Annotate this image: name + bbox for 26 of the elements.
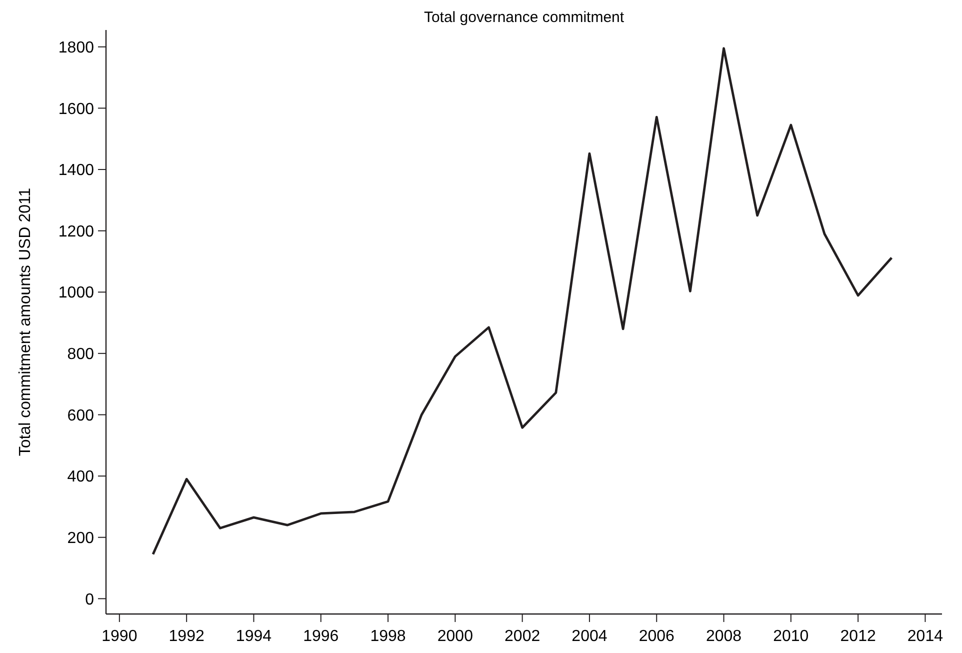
x-tick-label: 1990 (102, 628, 138, 645)
x-tick-label: 2000 (437, 628, 474, 645)
x-tick-label: 2004 (572, 628, 608, 645)
x-tick-label: 1998 (370, 628, 406, 645)
y-axis-title: Total commitment amounts USD 2011 (17, 188, 34, 456)
x-tick-label: 1992 (168, 628, 204, 645)
x-tick-label: 2008 (706, 628, 742, 645)
x-tick-label: 2012 (840, 628, 876, 645)
chart-title: Total governance commitment (424, 9, 625, 26)
y-tick-label: 800 (67, 346, 94, 364)
x-tick-label: 1996 (303, 628, 339, 645)
y-tick-label: 1200 (58, 223, 94, 240)
y-tick-label: 400 (67, 468, 94, 486)
y-tick-label: 1800 (58, 39, 94, 56)
y-tick-label: 0 (85, 591, 94, 608)
x-tick-label: 2014 (907, 628, 944, 645)
y-tick-label: 1000 (58, 284, 94, 302)
x-tick-label: 1994 (236, 628, 272, 645)
y-tick-label: 600 (67, 407, 94, 424)
y-tick-label: 1600 (58, 100, 94, 118)
line-series (152, 47, 893, 556)
x-tick-label: 2006 (638, 628, 675, 645)
x-tick-label: 2002 (504, 628, 540, 645)
y-tick-label: 200 (67, 530, 94, 547)
x-tick-label: 2010 (773, 628, 809, 645)
y-tick-label: 1400 (58, 162, 94, 180)
